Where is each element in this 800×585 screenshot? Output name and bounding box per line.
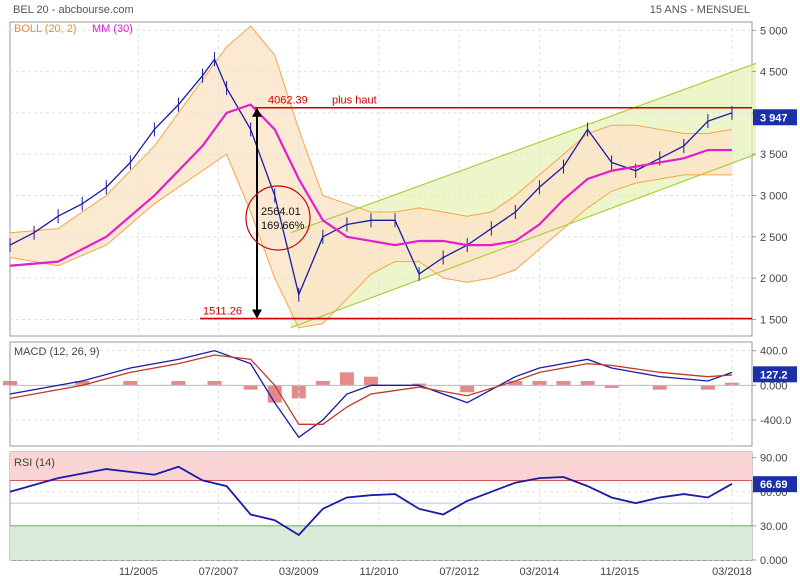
channel-lower-line xyxy=(290,153,757,329)
rsi-y-tick-label: 30.00 xyxy=(760,521,788,533)
price-y-tick-label: 3 500 xyxy=(760,149,788,161)
macd-hist-bar xyxy=(171,381,186,386)
macd-panel-frame xyxy=(9,341,753,447)
channel-upper-line xyxy=(290,62,757,234)
macd-hist-bar xyxy=(75,381,90,386)
macd-hist-bar xyxy=(207,381,222,386)
macd-y-tick-label: 0.000 xyxy=(760,380,788,392)
macd-hist-bar xyxy=(700,385,715,390)
price-y-tick-label: 2 500 xyxy=(760,232,788,244)
rsi-title: RSI (14) xyxy=(14,457,55,469)
macd-y-tick-label: 400.0 xyxy=(760,346,788,358)
rsi-y-tick-label: 0.000 xyxy=(760,555,788,567)
rsi-line xyxy=(9,465,733,537)
x-tick-label: 07/2012 xyxy=(439,566,479,578)
rsi-oversold-zone xyxy=(10,525,752,560)
macd-hist-bar xyxy=(123,381,138,386)
x-tick-label: 11/2010 xyxy=(360,566,399,578)
price-y-tick-label: 5 000 xyxy=(760,25,788,37)
bollinger-lower-line xyxy=(9,153,732,329)
ma30-line xyxy=(9,103,732,267)
price-last-badge xyxy=(753,109,797,126)
x-tick-label: 07/2007 xyxy=(199,566,239,578)
x-tick-label: 11/2005 xyxy=(119,566,158,578)
rsi-last-badge xyxy=(753,476,797,493)
low-value-label: 1511.26 xyxy=(203,306,242,318)
macd-hist-bar xyxy=(267,385,282,403)
price-y-tick-label: 4 500 xyxy=(760,67,788,79)
price-y-tick-label: 3 000 xyxy=(760,191,788,203)
macd-last-badge xyxy=(753,366,797,383)
macd-hist-bar xyxy=(532,381,547,386)
rsi-y-tick-label: 90.00 xyxy=(760,453,788,465)
chart-title: BEL 20 - abcbourse.com xyxy=(13,4,134,16)
macd-signal-line xyxy=(9,354,732,425)
period-label: 15 ANS - MENSUEL xyxy=(650,4,750,16)
macd-hist-bar xyxy=(508,381,523,386)
price-last-value: 3 947 xyxy=(760,112,788,124)
x-tick-label: 03/2014 xyxy=(520,566,560,578)
price-y-tick-label: 2 000 xyxy=(760,273,788,285)
high-value-label: 4062.39 xyxy=(268,95,308,107)
macd-y-tick-label: -400.0 xyxy=(760,415,791,427)
x-tick-label: 03/2009 xyxy=(279,566,319,578)
macd-hist-bar xyxy=(556,381,571,386)
rsi-overbought-zone xyxy=(10,452,752,481)
gain-percent-label: 169.66% xyxy=(261,220,305,232)
bollinger-band-area xyxy=(10,26,732,328)
macd-hist-bar xyxy=(339,372,354,386)
macd-hist-bar xyxy=(604,385,619,388)
macd-hist-bar xyxy=(243,385,258,390)
macd-last-value: 127.2 xyxy=(760,369,788,381)
measure-arrow-head-bottom xyxy=(252,309,262,319)
legend-mm: MM (30) xyxy=(92,23,133,35)
macd-hist-bar xyxy=(3,381,17,386)
macd-hist-bar xyxy=(363,376,378,386)
rsi-last-value: 66.69 xyxy=(760,479,788,491)
measure-arrow-head-top xyxy=(252,107,262,117)
macd-hist-bar xyxy=(652,385,667,390)
macd-hist-bar xyxy=(315,381,330,386)
x-tick-label: 03/2018 xyxy=(712,566,752,578)
macd-hist-bar xyxy=(580,381,595,386)
price-y-tick-label: 1 500 xyxy=(760,314,788,326)
bollinger-upper-line xyxy=(9,25,733,234)
gain-circle xyxy=(245,185,311,251)
macd-title: MACD (12, 26, 9) xyxy=(14,346,100,358)
high-text-label: plus haut xyxy=(332,95,377,107)
legend-boll: BOLL (20, 2) xyxy=(14,23,77,35)
x-tick-label: 11/2015 xyxy=(600,566,639,578)
macd-hist-bar xyxy=(412,383,427,386)
gain-points-label: 2564.01 xyxy=(261,206,301,218)
price-series-line xyxy=(9,57,733,297)
macd-hist-bar xyxy=(460,385,475,393)
